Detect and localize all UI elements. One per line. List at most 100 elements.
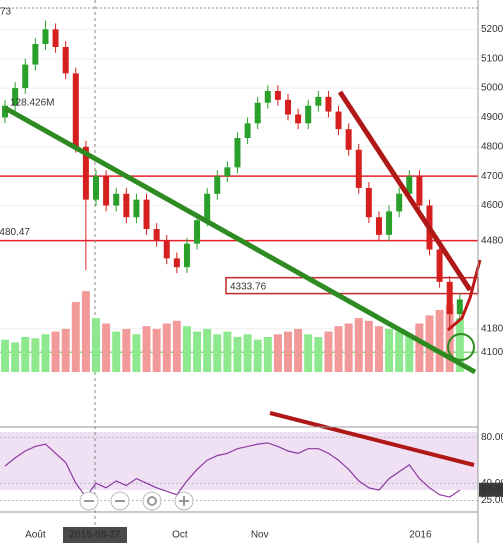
candle-body xyxy=(285,99,292,115)
candle-body xyxy=(133,199,140,218)
candle-body xyxy=(456,299,463,315)
candle-body xyxy=(386,211,393,235)
y-tick-label: 5100 xyxy=(481,53,503,64)
volume-bar xyxy=(314,336,323,372)
y-tick-label: 4480 xyxy=(481,235,503,246)
volume-bar xyxy=(243,334,252,372)
volume-bar xyxy=(92,318,101,372)
candle-body xyxy=(305,105,312,124)
candle-body xyxy=(52,29,59,47)
candle-body xyxy=(244,123,251,138)
volume-bar xyxy=(364,320,373,372)
drawings xyxy=(0,0,482,543)
candle-body xyxy=(113,193,120,206)
highlight-circle xyxy=(447,333,475,361)
volume-bar xyxy=(193,331,202,372)
y-tick-label: 25.00 xyxy=(481,495,503,506)
current-label: 34.36 xyxy=(481,484,503,495)
volume-bar xyxy=(152,328,161,372)
y-tick-label: 80.00 xyxy=(481,432,503,443)
crosshair-label-bg xyxy=(62,527,127,543)
candle-body xyxy=(153,229,160,241)
trendline xyxy=(269,411,475,467)
volume-bar xyxy=(213,334,222,372)
candle-body xyxy=(42,29,49,45)
volume-bar xyxy=(233,336,242,372)
volume-bar xyxy=(142,326,151,372)
candle-body xyxy=(32,44,39,65)
volume-bar xyxy=(172,320,181,372)
candle-body xyxy=(143,199,150,229)
rsi-band xyxy=(0,432,478,490)
volume-bar xyxy=(11,342,20,372)
candle-body xyxy=(173,258,180,268)
candle-body xyxy=(446,281,453,315)
volume-bar xyxy=(61,328,70,372)
x-tick-label: Août xyxy=(25,530,46,541)
volume-bar xyxy=(263,336,272,372)
candle-body xyxy=(365,187,372,218)
volume-bar xyxy=(31,338,40,372)
x-tick-label: Oct xyxy=(172,530,188,541)
y-tick-label: 4900 xyxy=(481,112,503,123)
volume-bar xyxy=(374,326,383,372)
zoom-in[interactable] xyxy=(174,491,194,511)
volume-bar xyxy=(284,331,293,372)
volume-bar xyxy=(435,310,444,372)
current-label-bg xyxy=(479,482,503,497)
labels-layer: 5200 5100 5000 4900 4800 4700 4600 4480 4180 4100… xyxy=(0,7,503,543)
volume-bar xyxy=(203,328,212,372)
volume-bar xyxy=(81,291,90,372)
volume-bar xyxy=(223,331,232,372)
volume-label: 128.426M xyxy=(10,98,54,109)
volume-bar xyxy=(182,326,191,372)
candle-body xyxy=(345,129,352,150)
level-label: 4480.47 xyxy=(0,227,30,238)
volume-bar xyxy=(294,328,303,372)
candle-body xyxy=(396,193,403,212)
candle-body xyxy=(264,91,271,103)
y-tick-label: 4600 xyxy=(481,200,503,211)
candle-body xyxy=(274,91,281,100)
marks-layer xyxy=(2,20,463,499)
volume-bar xyxy=(415,323,424,372)
box-label: 4333.76 xyxy=(230,281,267,292)
candle-body xyxy=(12,88,19,106)
candle-body xyxy=(72,73,79,147)
reset[interactable] xyxy=(142,491,162,511)
zoom-out[interactable] xyxy=(79,491,99,511)
zoom-out-2[interactable] xyxy=(110,491,130,511)
volume-bar xyxy=(324,331,333,372)
volume-bar xyxy=(41,334,50,372)
arrow xyxy=(447,259,482,332)
candle-body xyxy=(234,137,241,168)
volume-bar xyxy=(132,334,141,372)
volume-bar xyxy=(395,331,404,372)
candle-body xyxy=(103,176,110,206)
candle-body xyxy=(224,167,231,177)
volume-bar xyxy=(385,328,394,372)
y-tick-label: 4180 xyxy=(481,323,503,334)
candle-body xyxy=(315,96,322,106)
candle-body xyxy=(214,176,221,194)
y-tick-label: 4800 xyxy=(481,141,503,152)
candle-body xyxy=(355,149,362,188)
candle-body xyxy=(416,176,423,206)
candle-body xyxy=(2,105,9,118)
y-tick-label: 5000 xyxy=(481,83,503,94)
volume-bar xyxy=(122,328,131,372)
volume-bar xyxy=(51,331,60,372)
volume-bar xyxy=(162,323,171,372)
volume-bar xyxy=(334,326,343,372)
candle-body xyxy=(93,176,100,200)
trendline xyxy=(3,105,477,375)
candle-body xyxy=(406,176,413,194)
candle-body xyxy=(325,96,332,112)
candle-body xyxy=(335,111,342,130)
volume-bar xyxy=(455,318,464,372)
candle-body xyxy=(295,114,302,124)
y-tick-label: 4700 xyxy=(481,171,503,182)
trendline xyxy=(337,90,473,292)
candle-body xyxy=(375,217,382,235)
